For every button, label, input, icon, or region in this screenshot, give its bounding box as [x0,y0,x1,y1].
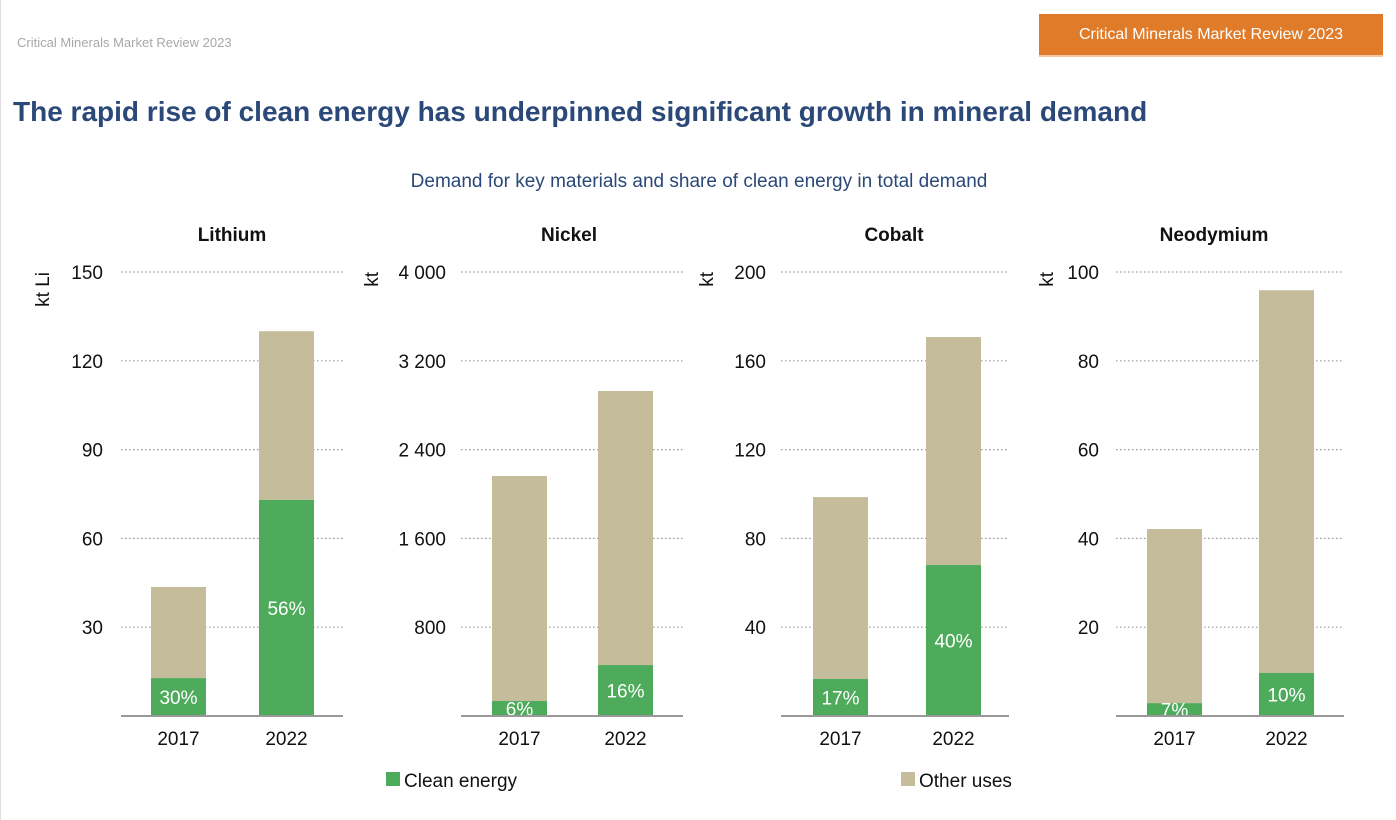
page-title: The rapid rise of clean energy has under… [13,96,1148,127]
data-label: 17% [821,688,859,709]
y-tick-label: 100 [1067,263,1099,284]
bar-other-uses [813,497,868,679]
data-label: 40% [934,632,972,653]
x-tick-label: 2022 [1265,729,1307,750]
data-label: 7% [1161,701,1189,722]
x-tick-label: 2017 [498,729,540,750]
y-tick-label: 120 [71,352,103,373]
x-tick-label: 2022 [265,729,307,750]
y-tick-label: 40 [1078,529,1099,550]
bar-clean-energy [926,565,981,716]
x-tick-label: 2017 [819,729,861,750]
y-tick-label: 90 [82,441,103,462]
bar-other-uses [926,337,981,566]
y-tick-label: 3 200 [398,352,446,373]
legend-label: Clean energy [404,771,518,792]
data-label: 6% [506,700,534,721]
bar-clean-energy [1147,703,1202,716]
y-tick-label: 80 [745,529,766,550]
bar-other-uses [151,586,206,679]
x-tick-label: 2022 [604,729,646,750]
y-tick-label: 4 000 [398,263,446,284]
y-axis-label: kt Li [33,272,54,307]
panel-title: Neodymium [1160,225,1269,246]
y-axis-label: kt [1037,271,1058,287]
bar-other-uses [492,476,547,702]
y-axis-label: kt [697,271,718,287]
x-tick-label: 2022 [932,729,974,750]
y-tick-label: 20 [1078,618,1099,639]
y-tick-label: 1 600 [398,529,446,550]
bar-clean-energy [813,678,868,716]
source-label: Critical Minerals Market Review 2023 [17,35,232,50]
bar-clean-energy [598,665,653,716]
chart-subtitle: Demand for key materials and share of cl… [410,171,988,192]
x-tick-label: 2017 [157,729,199,750]
bar-clean-energy [1259,672,1314,716]
y-tick-label: 120 [734,441,766,462]
bar-clean-energy [151,678,206,716]
y-tick-label: 80 [1078,352,1099,373]
bar-other-uses [1147,529,1202,704]
bar-other-uses [259,331,314,500]
y-tick-label: 2 400 [398,441,446,462]
y-tick-label: 30 [82,618,103,639]
data-label: 30% [159,688,197,709]
panel-title: Cobalt [864,225,924,246]
y-tick-label: 800 [414,618,446,639]
y-tick-label: 160 [734,352,766,373]
report-badge: Critical Minerals Market Review 2023 [1039,14,1383,55]
y-tick-label: 40 [745,618,766,639]
y-tick-label: 60 [82,529,103,550]
x-tick-label: 2017 [1153,729,1195,750]
bar-other-uses [1259,290,1314,673]
legend-swatch [901,772,915,786]
panel-title: Nickel [541,225,597,246]
y-tick-label: 200 [734,263,766,284]
data-label: 56% [267,599,305,620]
y-tick-label: 150 [71,263,103,284]
data-label: 10% [1267,685,1305,706]
data-label: 16% [606,682,644,703]
y-tick-label: 60 [1078,441,1099,462]
legend-label: Other uses [919,771,1012,792]
panel-title: Lithium [198,225,267,246]
bar-other-uses [598,390,653,666]
y-axis-label: kt [362,271,383,287]
bar-clean-energy [259,499,314,716]
bar-clean-energy [492,701,547,716]
legend-swatch [386,772,400,786]
